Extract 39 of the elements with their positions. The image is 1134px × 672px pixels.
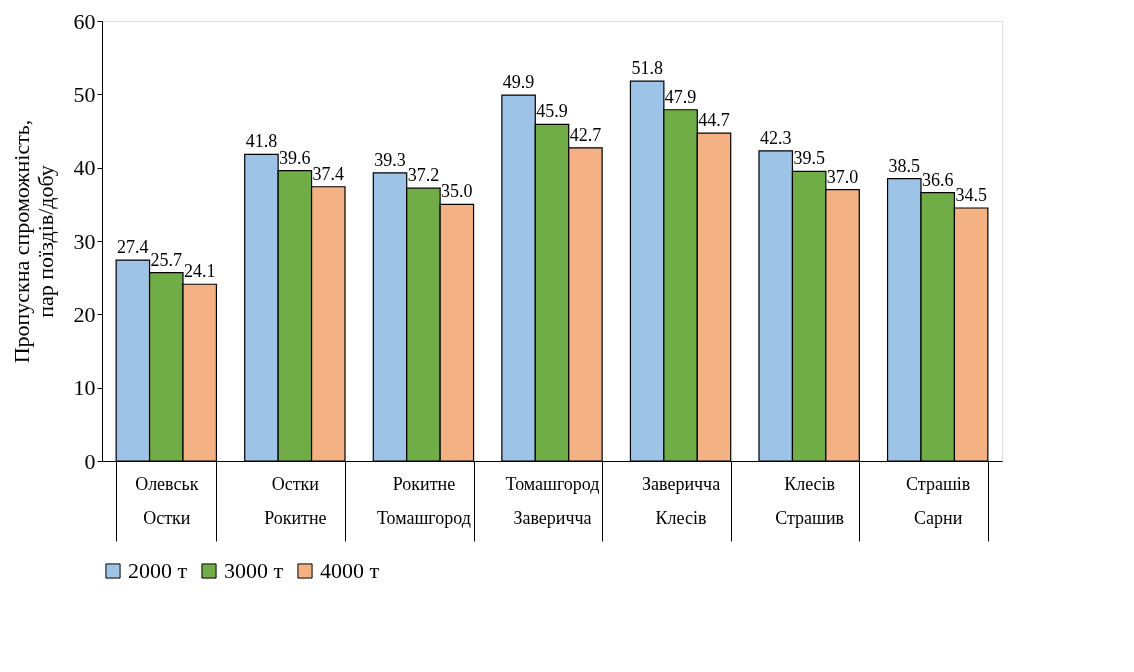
y-tick-label: 0 [84, 448, 96, 474]
legend-label: 3000 т [224, 558, 284, 583]
text: 37.4 [312, 163, 345, 184]
text: 27.4 [117, 237, 149, 258]
y-tick-label: 40 [73, 155, 96, 181]
text: 25.7 [150, 249, 183, 270]
text: 36.6 [921, 169, 954, 190]
legend-label: 4000 т [320, 558, 380, 583]
text: 44.7 [698, 110, 730, 131]
text: 51.8 [631, 58, 663, 79]
legend-label: 2000 т [128, 558, 188, 583]
x-tick-label: Остки Рокитне [264, 473, 327, 528]
y-tick-label: 60 [73, 8, 96, 34]
text: 49.9 [502, 72, 535, 93]
text: 37.0 [826, 166, 859, 187]
text: 42.7 [569, 124, 602, 145]
x-tick-label: Рокитне Томашгород [376, 473, 471, 528]
text: 34.5 [955, 185, 987, 205]
text: 47.9 [664, 86, 697, 107]
text: 35.0 [441, 181, 473, 202]
text: 37.2 [407, 165, 440, 186]
x-tick-label: Олевськ Остки [135, 473, 199, 528]
x-tick-label: Страшів Сарни [906, 473, 971, 528]
text: 39.5 [793, 148, 825, 169]
text: 41.8 [245, 131, 278, 152]
text: 39.3 [374, 149, 406, 170]
y-tick-label: 50 [73, 81, 96, 107]
y-tick-label: 10 [73, 375, 96, 401]
x-tick-label: Клесів Страшив [775, 473, 845, 528]
text: 45.9 [536, 101, 568, 122]
text: 42.3 [759, 127, 792, 148]
y-axis-title: Пропускна спроможність, пар поїздів/добу [8, 119, 58, 364]
y-tick-label: 30 [73, 228, 96, 254]
x-tick-label: Заверичча Клесів [642, 473, 721, 528]
y-tick-label: 20 [73, 301, 96, 327]
text: 39.6 [279, 147, 311, 168]
text: 24.1 [183, 261, 216, 282]
x-tick-label: Томашгород Заверичча [505, 473, 600, 528]
text: 38.5 [888, 155, 921, 176]
